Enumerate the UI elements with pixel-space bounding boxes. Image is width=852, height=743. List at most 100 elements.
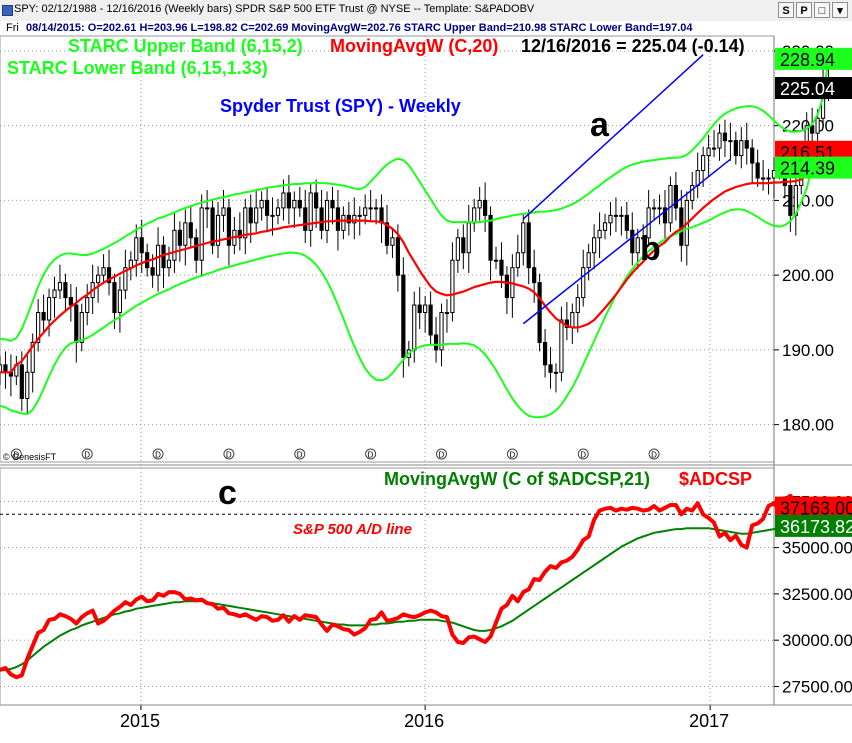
price-candle — [52, 289, 57, 299]
price-candle — [472, 207, 477, 224]
price-candle — [341, 214, 346, 231]
price-candle — [297, 199, 302, 209]
price-candle — [112, 282, 117, 314]
data-info-bar: Fri 08/14/2015: O=202.61 H=203.96 L=198.… — [0, 21, 852, 35]
year-label: 2017 — [689, 711, 729, 731]
price-tick-label: 190.00 — [782, 341, 834, 360]
price-candle — [722, 132, 728, 142]
price-candle — [259, 199, 264, 209]
last-close: 225.04 — [780, 79, 835, 99]
price-candle — [750, 147, 755, 164]
price-candle — [264, 199, 270, 216]
price-candle — [401, 274, 406, 358]
ad-tick-label: 27500.00 — [782, 677, 852, 696]
price-candle — [493, 259, 499, 262]
app-icon — [2, 5, 13, 16]
ad-tick-label: 32500.00 — [782, 585, 852, 604]
maximize-button[interactable]: □ — [814, 2, 830, 18]
price-candle — [292, 199, 297, 209]
price-candle — [324, 199, 330, 231]
price-candle — [134, 237, 139, 261]
last-lower-band-box — [775, 156, 852, 179]
credit-label: © GenesisFT — [3, 452, 57, 462]
price-candle — [592, 237, 597, 254]
annotation-b: b — [640, 230, 661, 268]
price-candle — [319, 207, 324, 231]
last-upper-band: 228.94 — [780, 50, 835, 70]
price-candle — [68, 297, 73, 306]
price-candle — [526, 222, 531, 269]
price-candle — [57, 282, 63, 291]
price-candle — [619, 214, 624, 217]
price-candle — [248, 207, 253, 224]
price-candle — [101, 267, 106, 276]
price-candle — [30, 341, 35, 373]
price-candle — [177, 229, 182, 246]
price-candle — [499, 259, 504, 276]
price-candle — [815, 117, 820, 134]
price-candle — [651, 207, 657, 210]
price-candle — [461, 237, 466, 254]
price-candle — [760, 177, 766, 180]
ad-panel-frame — [0, 467, 775, 706]
price-candle — [624, 214, 629, 231]
menu-button[interactable]: ▾ — [832, 2, 848, 18]
price-candle — [172, 229, 177, 261]
price-candle — [662, 207, 668, 224]
earnings-marker — [223, 448, 235, 460]
earnings-marker-label: D — [155, 451, 161, 460]
window-buttons: S P □ ▾ — [778, 2, 848, 18]
price-candle — [728, 140, 733, 143]
annotation-c: c — [218, 474, 237, 512]
earnings-marker-label: D — [580, 451, 586, 460]
last-lower-band: 214.39 — [780, 159, 835, 179]
price-candle — [706, 147, 711, 157]
price-candle — [695, 170, 700, 186]
price-candle — [0, 364, 3, 373]
chart-title: Spyder Trust (SPY) - Weekly — [220, 96, 461, 116]
price-candle — [417, 304, 422, 314]
price-candle — [41, 312, 46, 321]
price-candle — [608, 214, 613, 224]
price-candle — [439, 312, 444, 351]
price-candle — [166, 259, 172, 269]
price-tick-label: 180.00 — [782, 416, 834, 435]
moving-avg-line — [0, 151, 830, 374]
price-candle — [739, 140, 744, 157]
s-button[interactable]: S — [778, 2, 794, 18]
year-label: 2015 — [120, 711, 160, 731]
price-candle — [586, 252, 591, 269]
starc-lower-band-line — [0, 167, 814, 419]
earnings-marker-label: D — [226, 451, 232, 460]
price-candle — [477, 199, 482, 209]
price-candle — [183, 222, 188, 246]
earnings-marker — [506, 448, 518, 460]
price-candle — [521, 222, 526, 254]
legend-moving-avg: MovingAvgW (C,20) — [330, 36, 498, 56]
price-candle — [74, 304, 79, 343]
price-candle — [194, 237, 199, 261]
price-candle — [205, 207, 210, 210]
earnings-marker — [294, 448, 306, 460]
channel-lower-line — [522, 158, 731, 325]
earnings-marker — [81, 448, 93, 460]
last-ad-ma: 36173.82 — [780, 517, 852, 537]
legend-upper-band: STARC Upper Band (6,15,2) — [68, 36, 303, 56]
price-candle — [395, 237, 401, 276]
price-candle — [373, 207, 379, 210]
price-candle — [281, 192, 286, 209]
price-candle — [123, 267, 128, 291]
price-candle — [25, 371, 30, 399]
p-button[interactable]: P — [796, 2, 812, 18]
price-candle — [346, 214, 351, 224]
ad-line — [0, 493, 803, 680]
earnings-marker — [10, 448, 22, 460]
last-ad: 37163.00 — [780, 499, 852, 519]
legend-quote: 12/16/2016 = 225.04 (-0.14) — [521, 36, 745, 56]
earnings-marker-label: D — [509, 451, 515, 460]
price-candle — [106, 267, 112, 284]
price-candle — [79, 312, 84, 343]
price-candle — [575, 297, 580, 314]
price-candle — [46, 297, 52, 321]
